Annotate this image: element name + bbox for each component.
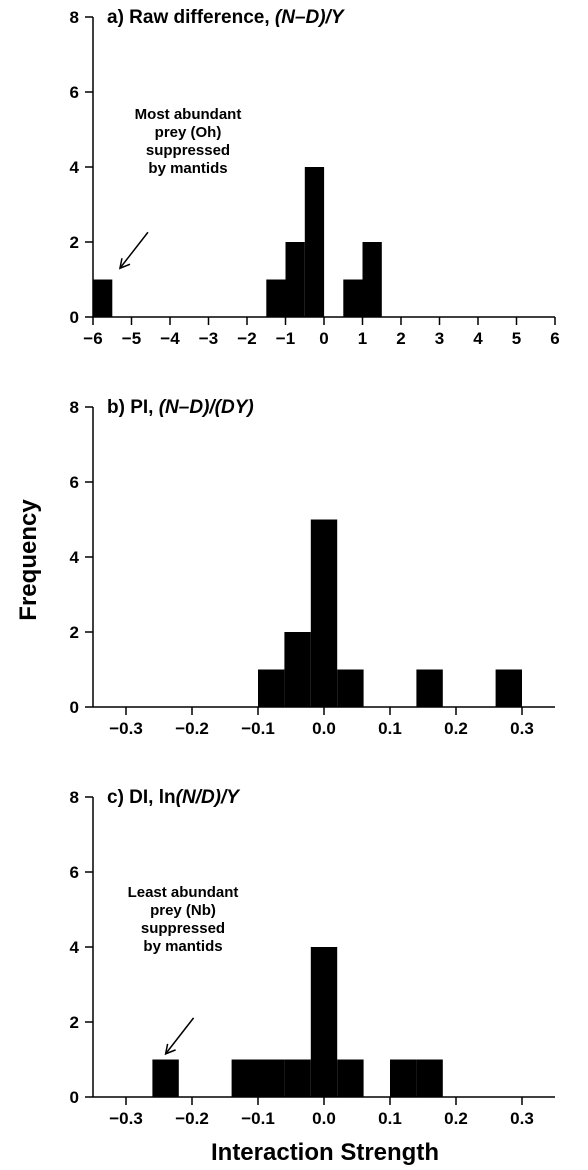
y-tick-label-a-8: 8 (70, 8, 79, 27)
y-tick-label-c-2: 2 (70, 1013, 79, 1032)
annotation-arrow-a (119, 231, 149, 269)
x-tick-label-c-2: −0.1 (241, 1109, 275, 1128)
annotation-line-c-0: Least abundant (128, 884, 239, 901)
annotation-line-c-1: prey (Nb) (150, 902, 216, 919)
bar-c-3 (284, 1059, 311, 1097)
panel-title-plain-c: c) DI, ln (107, 787, 176, 808)
y-tick-label-c-4: 4 (70, 938, 80, 957)
x-tick-label-a-11: 5 (512, 329, 521, 348)
x-tick-label-a-10: 4 (473, 329, 483, 348)
panel-title-b: b) PI, (N–D)/(DY) (107, 397, 254, 418)
panel-a: 0 2 4 6 8 −6 −5 −4 −3 −2 −1 0 1 2 3 4 5 6 a) Raw differenc… (70, 7, 560, 348)
bar-b-0 (258, 669, 285, 707)
annotation-line-c-3: by mantids (143, 938, 222, 955)
y-tick-label-c-8: 8 (70, 788, 79, 807)
panel-title-italic-a: (N–D)/Y (275, 7, 346, 28)
x-tick-label-c-5: 0.2 (444, 1109, 468, 1128)
annotation-line-a-3: by mantids (148, 160, 227, 177)
y-tick-label-b-4: 4 (70, 548, 80, 567)
panel-b: 0 2 4 6 8 −0.3 −0.2 −0.1 0.0 0.1 0.2 0.3 b) PI, (N–D… (70, 397, 555, 738)
panel-title-a: a) Raw difference, (N–D)/Y (107, 7, 346, 28)
x-tick-label-a-1: −5 (122, 329, 141, 348)
bar-c-1 (231, 1059, 258, 1097)
x-tick-label-b-4: 0.1 (378, 719, 402, 738)
x-tick-label-a-9: 3 (435, 329, 444, 348)
bar-b-1 (284, 632, 311, 707)
bar-c-6 (390, 1059, 417, 1097)
x-tick-label-b-5: 0.2 (444, 719, 468, 738)
x-tick-label-b-2: −0.1 (241, 719, 275, 738)
annotation-line-c-2: suppressed (141, 920, 225, 937)
bar-b-4 (416, 669, 443, 707)
x-tick-label-a-0: −6 (83, 329, 102, 348)
y-tick-label-a-4: 4 (70, 158, 80, 177)
x-tick-label-a-12: 6 (550, 329, 559, 348)
y-tick-label-a-6: 6 (70, 83, 79, 102)
x-tick-label-b-6: 0.3 (510, 719, 534, 738)
bar-a-0 (93, 279, 113, 317)
bar-c-0 (152, 1059, 179, 1097)
x-tick-label-c-0: −0.3 (109, 1109, 143, 1128)
x-tick-label-b-1: −0.2 (175, 719, 209, 738)
bar-a-1 (266, 279, 286, 317)
x-tick-label-c-4: 0.1 (378, 1109, 402, 1128)
panel-title-italic-b: (N–D)/(DY) (159, 397, 254, 418)
bar-c-2 (258, 1059, 285, 1097)
y-tick-label-b-6: 6 (70, 473, 79, 492)
y-tick-label-c-6: 6 (70, 863, 79, 882)
annotation-line-a-2: suppressed (146, 142, 230, 159)
bar-a-5 (362, 242, 382, 317)
bar-c-5 (337, 1059, 364, 1097)
x-tick-label-c-3: 0.0 (312, 1109, 336, 1128)
panels: 0 2 4 6 8 −6 −5 −4 −3 −2 −1 0 1 2 3 4 5 6 a) Raw differenc… (70, 7, 560, 1128)
bar-b-5 (495, 669, 522, 707)
x-tick-label-a-5: −1 (276, 329, 295, 348)
x-tick-label-a-8: 2 (396, 329, 405, 348)
bar-b-3 (337, 669, 364, 707)
x-tick-label-a-3: −3 (199, 329, 218, 348)
bar-a-2 (285, 242, 305, 317)
annotation-line-a-0: Most abundant (135, 106, 242, 123)
panel-title-c: c) DI, ln(N/D)/Y (107, 787, 241, 808)
y-tick-label-a-2: 2 (70, 233, 79, 252)
x-axis-label: Interaction Strength (211, 1139, 439, 1166)
bar-a-3 (304, 167, 325, 317)
x-tick-label-a-6: 0 (319, 329, 328, 348)
panel-c: 0 2 4 6 8 −0.3 −0.2 −0.1 0.0 0.1 0.2 0.3 c) DI, ln(N… (70, 787, 555, 1128)
bar-b-2 (310, 519, 338, 707)
y-tick-label-b-0: 0 (70, 698, 79, 717)
panel-title-italic-c: (N/D)/Y (176, 787, 242, 808)
y-tick-label-c-0: 0 (70, 1088, 79, 1107)
y-tick-label-b-8: 8 (70, 398, 79, 417)
bar-c-7 (416, 1059, 443, 1097)
y-axis-label: Frequency (15, 499, 42, 621)
x-tick-label-c-6: 0.3 (510, 1109, 534, 1128)
x-tick-label-b-3: 0.0 (312, 719, 336, 738)
x-tick-label-c-1: −0.2 (175, 1109, 209, 1128)
annotation-arrowhead-a (118, 258, 131, 270)
annotation-arrowhead-c (164, 1043, 176, 1056)
bar-a-4 (343, 279, 363, 317)
panel-title-plain-a: a) Raw difference, (107, 7, 275, 28)
x-tick-label-a-2: −4 (160, 329, 180, 348)
y-tick-label-b-2: 2 (70, 623, 79, 642)
annotation-line-a-1: prey (Oh) (155, 124, 222, 141)
y-tick-label-a-0: 0 (70, 308, 79, 327)
x-tick-label-b-0: −0.3 (109, 719, 143, 738)
x-tick-label-a-4: −2 (237, 329, 256, 348)
panel-title-plain-b: b) PI, (107, 397, 159, 418)
x-tick-label-a-7: 1 (358, 329, 367, 348)
annotation-arrow-c (165, 1017, 195, 1055)
bar-c-4 (310, 947, 338, 1097)
